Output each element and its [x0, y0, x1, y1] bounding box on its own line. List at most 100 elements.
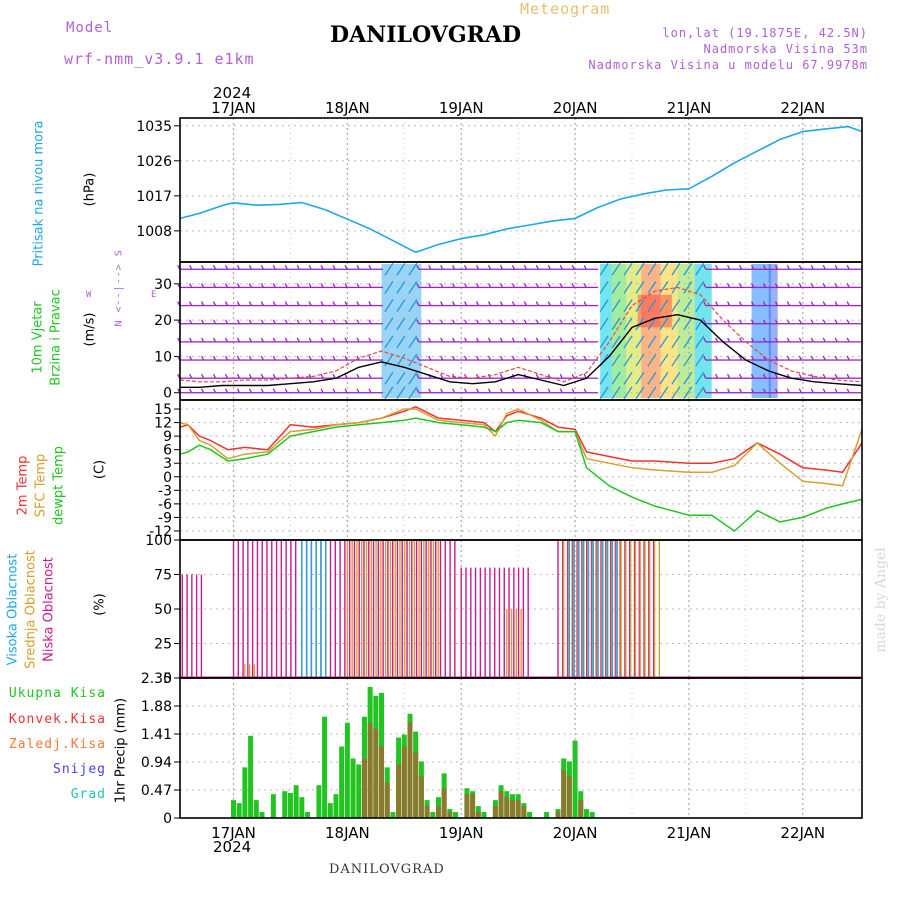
compass-east: E	[151, 290, 158, 300]
wind-barb-tick	[846, 337, 850, 343]
wind-barb-tick	[834, 319, 838, 325]
wind-barb	[635, 335, 645, 349]
wind-barb-tick	[248, 373, 253, 379]
wind-barb-tick	[189, 283, 193, 288]
wind-barb-tick	[201, 388, 205, 394]
wind-barb-tick	[475, 319, 480, 325]
wind-barb-tick	[224, 337, 229, 343]
wind-barb-tick	[583, 373, 587, 379]
wind-barb-tick	[332, 301, 336, 306]
wind-barb-tick	[428, 355, 432, 361]
wind-barb	[683, 317, 693, 331]
wind-barb-tick	[715, 319, 719, 325]
wind-barb-tick	[201, 355, 205, 361]
wind-barb	[659, 262, 669, 276]
wind-barb-tick	[774, 388, 779, 394]
wind-speed-line	[180, 314, 863, 388]
wind-barb	[623, 262, 633, 276]
precip-conv-bar	[407, 722, 413, 818]
wind-barb-tick	[368, 337, 372, 343]
day-label-bottom: 21JAN	[667, 824, 712, 842]
wind-barb	[408, 281, 418, 294]
wind-barb-tick	[452, 283, 456, 288]
wind-barb-tick	[272, 355, 276, 361]
wind-barb-tick	[738, 355, 743, 361]
wind-barb-tick	[822, 283, 826, 288]
wind-barb-tick	[308, 301, 312, 306]
wind-barb-tick	[452, 388, 456, 394]
wind-barb-tick	[201, 301, 205, 306]
model-name: wrf-nmm_v3.9.1 e1km	[64, 50, 255, 68]
panel-frame	[179, 677, 863, 819]
wind-barb-tick	[416, 301, 420, 306]
wind-barb-tick	[571, 355, 575, 361]
wind-barb	[683, 299, 693, 312]
wind-barb-tick	[236, 319, 241, 325]
ytick-label: 0	[163, 386, 172, 402]
wind-barb-tick	[559, 388, 563, 394]
wind-barb-tick	[750, 301, 755, 306]
wind-barb-tick	[236, 373, 241, 379]
day-label-top: 21JAN	[667, 99, 712, 117]
wind-barb-tick	[535, 373, 539, 379]
wind-barb-tick	[738, 373, 743, 379]
wind-barb	[647, 335, 657, 349]
precip-legend-total: Ukupna Kisa	[8, 686, 106, 701]
wind-barb	[659, 335, 669, 349]
wind-barb-zone	[660, 264, 678, 398]
wind-barb	[695, 262, 705, 276]
ytick-label: 1008	[136, 224, 172, 240]
wind-barb-tick	[224, 355, 229, 361]
wind-barb-tick	[703, 337, 707, 343]
wind-barb	[695, 371, 705, 385]
temp-sfc-line	[179, 408, 863, 487]
wind-barb-tick	[272, 337, 276, 343]
wind-barb	[611, 317, 621, 331]
ytick-label: 75	[154, 568, 172, 584]
wind-barb-tick	[224, 301, 229, 306]
wind-barb-tick	[224, 264, 229, 270]
wind-barb-tick	[475, 337, 480, 343]
wind-barb-tick	[511, 388, 516, 394]
ytick-label: 10	[154, 349, 172, 365]
wind-barb	[647, 299, 657, 312]
wind-barb-zone	[611, 264, 627, 398]
wind-barb-tick	[715, 283, 719, 288]
wind-barb-tick	[762, 283, 767, 288]
wind-barb	[623, 335, 633, 349]
wind-barb	[683, 386, 693, 400]
ytick-label: 15	[154, 402, 172, 418]
wind-barb-tick	[511, 355, 516, 361]
wind-barb	[635, 281, 645, 294]
wind-barb	[611, 353, 621, 367]
wind-barb-tick	[475, 283, 480, 288]
wind-barb-tick	[810, 373, 814, 379]
wind-barb-tick	[260, 373, 264, 379]
wind-barb-tick	[260, 388, 264, 394]
wind-barb-tick	[750, 264, 755, 270]
wind-barb-tick	[189, 355, 193, 361]
wind-barb-tick	[487, 264, 492, 270]
wind-barb-tick	[511, 337, 516, 343]
wind-barb-tick	[810, 264, 814, 270]
wind-barb-tick	[428, 337, 432, 343]
wind-barb	[396, 299, 406, 312]
wind-barb-tick	[416, 264, 420, 270]
wind-barb-tick	[236, 264, 241, 270]
wind-barb	[384, 353, 394, 367]
wind-barb-tick	[559, 283, 563, 288]
meteogram-label: Meteogram	[520, 0, 611, 18]
wind-barb-tick	[368, 264, 372, 270]
precip-conv-bar	[521, 806, 527, 818]
wind-barb-tick	[368, 319, 372, 325]
ytick-label: 1035	[136, 119, 172, 135]
wind-barb	[408, 353, 418, 367]
precip-conv-bar	[424, 806, 430, 818]
precip-bar	[270, 794, 276, 818]
wind-barb-tick	[475, 264, 480, 270]
wind-barb-tick	[272, 319, 276, 325]
wind-barb-tick	[499, 388, 504, 394]
wind-barb-tick	[810, 337, 814, 343]
wind-barb-tick	[189, 319, 193, 325]
wind-barb-tick	[224, 388, 229, 394]
